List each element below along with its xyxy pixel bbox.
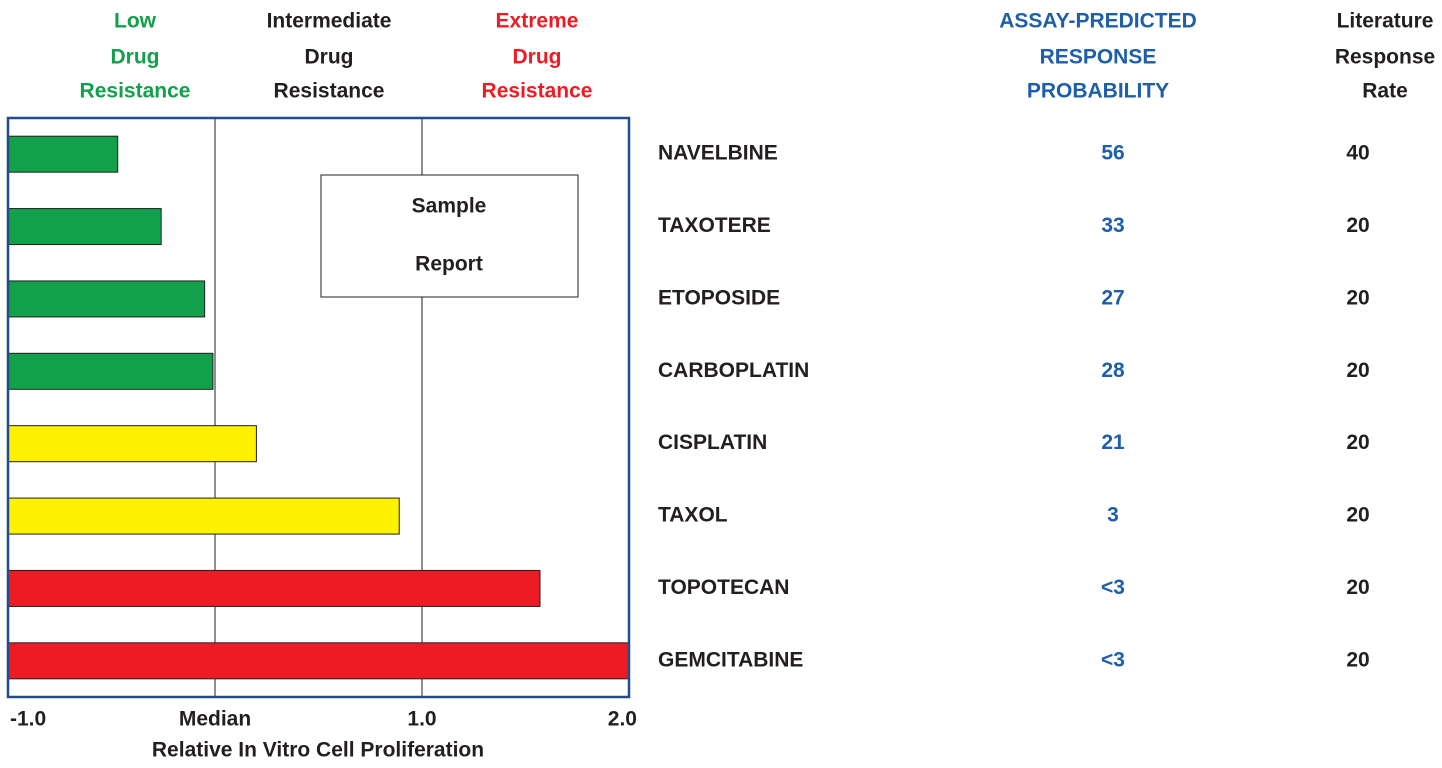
- drug-name: CISPLATIN: [658, 431, 767, 454]
- column-header: PROBABILITY: [1027, 80, 1169, 103]
- literature-value: 20: [1346, 576, 1369, 599]
- assay-value: 28: [1101, 359, 1125, 382]
- drug-name: CARBOPLATIN: [658, 359, 809, 382]
- assay-value: <3: [1101, 576, 1125, 599]
- drug-name: ETOPOSIDE: [658, 286, 780, 309]
- resistance-header: Resistance: [274, 80, 385, 103]
- bar: [7, 642, 630, 680]
- resistance-header: Low: [114, 10, 157, 33]
- x-tick-label: 2.0: [608, 708, 637, 731]
- resistance-header: Extreme: [496, 10, 579, 33]
- resistance-header: Resistance: [482, 80, 593, 103]
- resistance-header: Drug: [305, 46, 354, 69]
- assay-value: 3: [1107, 504, 1119, 527]
- resistance-header: Resistance: [80, 80, 191, 103]
- literature-value: 20: [1346, 359, 1369, 382]
- assay-value: 21: [1101, 431, 1125, 454]
- literature-value: 20: [1346, 214, 1369, 237]
- resistance-header: Intermediate: [267, 10, 392, 33]
- resistance-header: Drug: [111, 46, 160, 69]
- annotation-text: Report: [415, 253, 483, 276]
- bar: [7, 497, 400, 535]
- plot-frame: [6, 116, 631, 699]
- literature-value: 40: [1346, 142, 1369, 165]
- assay-value: 56: [1101, 142, 1124, 165]
- column-header: ASSAY-PREDICTED: [999, 10, 1197, 33]
- x-tick-label: -1.0: [10, 708, 46, 731]
- column-header: Literature: [1337, 10, 1434, 33]
- literature-value: 20: [1346, 504, 1369, 527]
- annotation-text: Sample: [412, 195, 487, 218]
- x-axis-title: Relative In Vitro Cell Proliferation: [152, 739, 484, 762]
- drug-name: TOPOTECAN: [658, 576, 789, 599]
- column-header: Response: [1335, 46, 1435, 69]
- column-header: RESPONSE: [1040, 46, 1157, 69]
- bar: [7, 208, 162, 246]
- drug-name: GEMCITABINE: [658, 648, 803, 671]
- assay-value: 27: [1101, 286, 1124, 309]
- literature-value: 20: [1346, 431, 1369, 454]
- bar: [7, 135, 119, 173]
- bar: [7, 280, 206, 318]
- x-tick-label: Median: [179, 708, 251, 731]
- assay-value: 33: [1101, 214, 1124, 237]
- bar: [7, 425, 257, 463]
- annotation-box: [320, 174, 579, 298]
- column-header: Rate: [1362, 80, 1408, 103]
- bar: [7, 569, 541, 607]
- resistance-header: Drug: [513, 46, 562, 69]
- drug-name: TAXOTERE: [658, 214, 771, 237]
- literature-value: 20: [1346, 648, 1369, 671]
- x-tick-label: 1.0: [407, 708, 436, 731]
- bar: [7, 352, 214, 390]
- drug-name: NAVELBINE: [658, 142, 778, 165]
- drug-name: TAXOL: [658, 504, 728, 527]
- literature-value: 20: [1346, 286, 1369, 309]
- assay-value: <3: [1101, 648, 1125, 671]
